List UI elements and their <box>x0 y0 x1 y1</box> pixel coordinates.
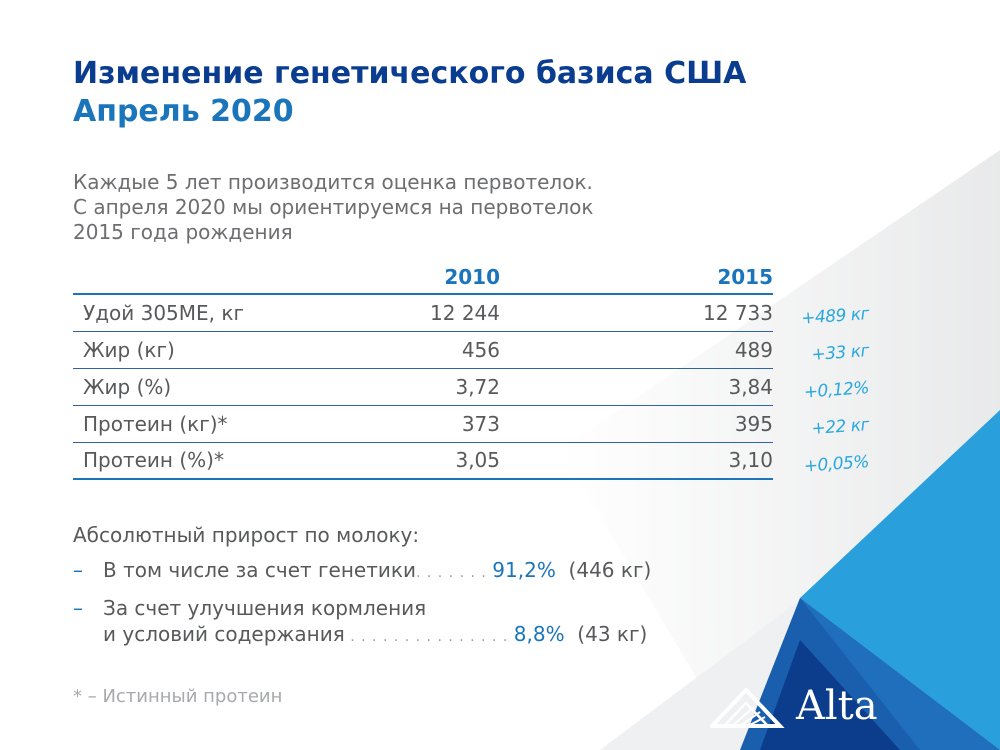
delta-annotations: +489 кг +33 кг +0,12% +22 кг +0,05% <box>784 298 870 483</box>
comparison-table: 2010 2015 Удой 305ME, кг 12 244 12 733 Ж… <box>73 260 773 480</box>
intro-line-1: Каждые 5 лет производится оценка первоте… <box>73 170 593 194</box>
bullet-text-line-2: и условий содержания <box>103 622 345 646</box>
bullet-dash: – <box>73 558 83 582</box>
intro-line-2: С апреля 2020 мы ориентируемся на первот… <box>73 195 594 219</box>
value-2015: 395 <box>734 411 773 436</box>
delta-annotation: +33 кг <box>810 340 870 365</box>
bullet-body: В том числе за счет генетики. . . . . . … <box>103 557 651 586</box>
table-header-row: 2010 2015 <box>73 260 773 294</box>
delta-annotation: +489 кг <box>800 303 870 329</box>
row-label: Протеин (%)* <box>83 448 224 473</box>
footnote: * – Истинный протеин <box>73 686 283 707</box>
bullet-amount: (43 кг) <box>577 622 648 646</box>
bullet-dash: – <box>73 596 83 620</box>
bullet-body: За счет улучшения кормления и условий со… <box>103 595 647 650</box>
growth-section: Абсолютный прирост по молоку: <box>73 522 419 548</box>
row-label: Протеин (кг)* <box>83 411 228 436</box>
leader-dots: . . . . . . . . . . . . . . . <box>344 629 514 645</box>
bullet-text-line-1: За счет улучшения кормления <box>103 596 427 620</box>
intro-text: Каждые 5 лет производится оценка первоте… <box>73 170 593 245</box>
value-2010: 456 <box>461 337 500 362</box>
value-2015: 12 733 <box>703 300 773 325</box>
page-title: Изменение генетического базиса США Апрел… <box>73 55 746 131</box>
table-row: Жир (кг) 456 489 <box>73 331 773 368</box>
table-row: Протеин (%)* 3,05 3,10 <box>73 442 773 479</box>
row-label: Удой 305ME, кг <box>83 300 244 325</box>
mountain-logo-icon <box>710 687 785 728</box>
table-row: Протеин (кг)* 373 395 <box>73 405 773 442</box>
bullet-amount: (446 кг) <box>568 558 652 582</box>
row-label: Жир (%) <box>83 374 172 399</box>
value-2010: 3,72 <box>455 374 500 399</box>
value-2010: 12 244 <box>430 300 500 325</box>
bullet-text: В том числе за счет генетики <box>103 558 416 582</box>
row-label: Жир (кг) <box>83 337 175 362</box>
header-2015: 2015 <box>717 264 773 289</box>
value-2015: 3,84 <box>728 374 773 399</box>
bullet-text-line-2-wrap: и условий содержания . . . . . . . . . .… <box>103 621 647 650</box>
value-2010: 3,05 <box>455 448 500 473</box>
bullet-percent: 8,8% <box>513 622 565 646</box>
value-2010: 373 <box>461 411 500 436</box>
header-label-column <box>73 260 283 294</box>
value-2015: 489 <box>734 337 773 362</box>
bullet-percent: 91,2% <box>492 558 556 582</box>
delta-annotation: +0,05% <box>803 451 870 477</box>
delta-annotation: +0,12% <box>803 377 870 403</box>
title-line-1: Изменение генетического базиса США <box>73 56 747 91</box>
table-row: Удой 305ME, кг 12 244 12 733 <box>73 294 773 331</box>
value-2015: 3,10 <box>728 448 773 473</box>
leader-dots: . . . . . . . <box>415 565 493 581</box>
intro-line-3: 2015 года рождения <box>73 220 293 244</box>
title-line-2: Апрель 2020 <box>73 94 294 129</box>
growth-heading: Абсолютный прирост по молоку: <box>73 523 420 547</box>
brand-logo-text: Alta <box>796 683 878 729</box>
delta-annotation: +22 кг <box>810 414 870 439</box>
header-2010: 2010 <box>444 264 500 289</box>
table-row: Жир (%) 3,72 3,84 <box>73 368 773 405</box>
